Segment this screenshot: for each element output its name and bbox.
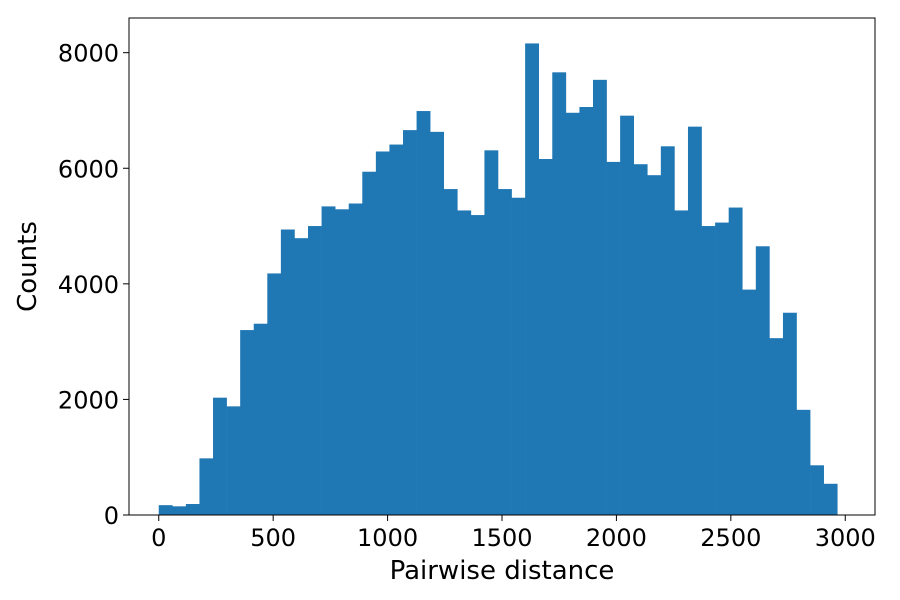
histogram-bar [226,406,241,515]
histogram-bar [511,197,526,515]
histogram-bar [294,238,309,515]
histogram-bar [755,246,770,515]
histogram-bar [701,226,716,515]
histogram-bar [308,226,322,515]
histogram-bar [606,161,621,515]
histogram-bar [185,504,200,515]
histogram-bar [280,229,295,515]
histogram-bar [565,112,580,516]
histogram-bar [335,209,350,515]
x-tick-label: 2000 [586,524,647,552]
histogram-bar [172,506,187,515]
histogram-bar [253,323,268,515]
histogram-bar [674,210,689,515]
y-tick-label: 0 [104,502,119,530]
histogram-bar [416,111,431,515]
bars-group [158,43,838,516]
y-axis: 0 2000 4000 6000 8000 [58,40,129,530]
histogram-bar [158,505,173,515]
y-axis-label: Counts [13,221,43,312]
histogram-bar [592,79,607,515]
x-axis-label: Pairwise distance [390,556,615,586]
histogram-bar [213,397,227,515]
histogram-bar [810,465,824,515]
histogram-bar [620,115,634,515]
x-tick-label: 3000 [815,524,876,552]
histogram-bar [823,483,838,515]
histogram-bar [267,273,282,515]
histogram-bar [728,207,743,516]
histogram-bar [538,159,553,515]
x-tick-label: 500 [250,524,296,552]
histogram-bar [552,72,567,516]
histogram-bar [457,210,472,515]
histogram-bar [796,409,811,515]
histogram-bar [525,43,540,515]
histogram-bar [660,146,675,515]
histogram-bar [348,203,363,516]
histogram-bar [240,330,255,515]
histogram-bar [769,338,784,515]
histogram-bar [687,126,702,515]
y-tick-label: 2000 [58,386,119,414]
histogram-bar [647,175,662,515]
histogram-bar [497,189,512,515]
x-axis: 0 500 1000 1500 2000 2500 3000 [151,515,876,552]
x-tick-label: 2500 [700,524,761,552]
x-tick-label: 1500 [471,524,532,552]
histogram-bar [742,289,757,515]
histogram-bar [321,206,336,515]
histogram-bar [443,189,458,515]
histogram-bar [470,215,485,515]
y-tick-label: 4000 [58,271,119,299]
histogram-bar [484,150,499,515]
histogram-bar [362,171,377,515]
histogram-bar [375,151,390,515]
y-tick-label: 6000 [58,155,119,183]
x-tick-label: 0 [151,524,166,552]
histogram-bar [403,130,417,515]
histogram-bar [782,312,797,515]
histogram-bar [633,164,648,516]
histogram-bar [715,222,729,515]
x-tick-label: 1000 [357,524,418,552]
histogram-bar [199,458,214,515]
histogram-bar [430,131,445,516]
histogram-bar [389,144,404,515]
y-tick-label: 8000 [58,40,119,68]
histogram-bar [579,106,594,515]
